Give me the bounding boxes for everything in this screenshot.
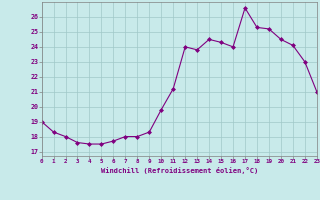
X-axis label: Windchill (Refroidissement éolien,°C): Windchill (Refroidissement éolien,°C) bbox=[100, 167, 258, 174]
